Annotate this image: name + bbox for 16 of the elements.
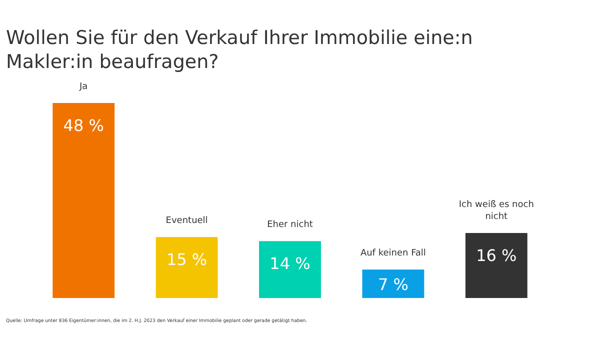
bar <box>362 270 424 298</box>
data-label: 7 % <box>378 274 408 294</box>
bar <box>156 237 218 298</box>
data-label: 16 % <box>476 246 517 265</box>
data-label: 15 % <box>166 250 208 270</box>
x-tick-label: Auf keinen Fall <box>360 248 426 259</box>
data-label: 48 % <box>63 116 104 135</box>
x-tick-label: Ja <box>78 82 88 92</box>
data-label: 14 % <box>270 254 310 274</box>
x-tick-label: Eventuell <box>166 216 208 226</box>
bar <box>259 241 321 298</box>
chart-title: Wollen Sie für den Verkauf Ihrer Immobilie eine:n Makler:in beaufragen? <box>6 27 473 73</box>
x-tick-label: Eher nicht <box>267 220 314 230</box>
bar <box>52 103 115 298</box>
x-tick-label: Ich weiß es noch nicht <box>458 200 534 222</box>
bar <box>465 233 528 298</box>
